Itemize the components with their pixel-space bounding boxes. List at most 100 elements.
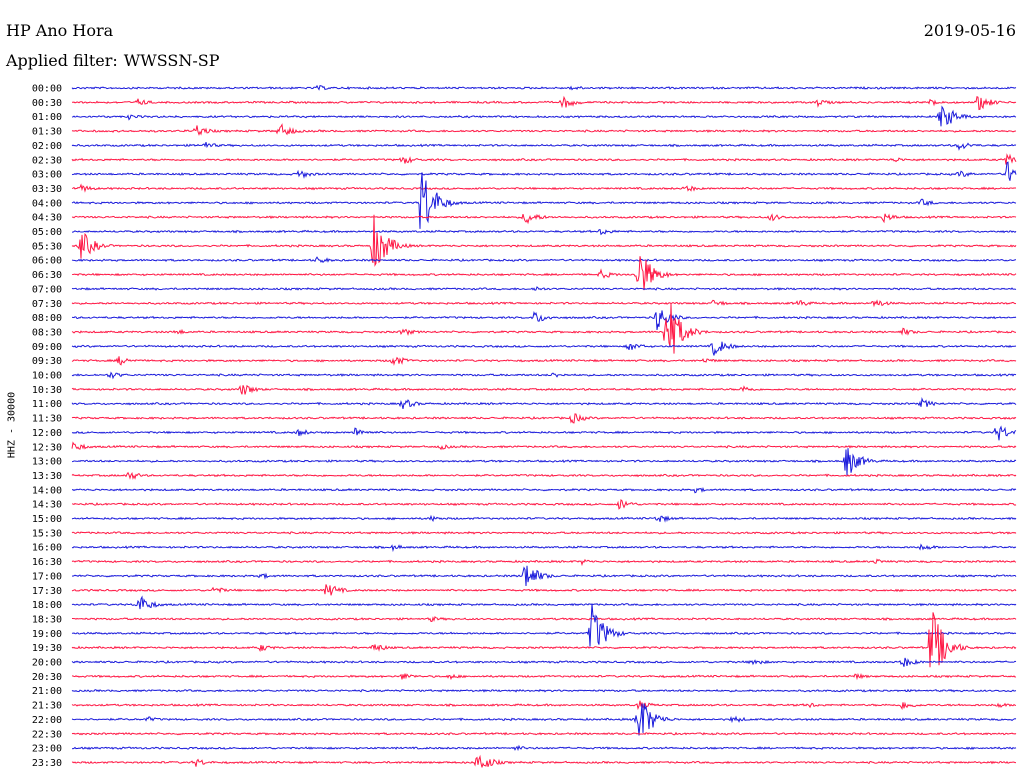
trace-line <box>71 384 1017 395</box>
trace-line <box>71 657 1017 667</box>
trace-line <box>71 153 1017 165</box>
trace-line <box>71 595 1017 610</box>
trace-line <box>71 530 1017 535</box>
trace-line <box>71 161 1017 181</box>
time-label: 11:30 <box>32 414 62 425</box>
trace-line <box>71 700 1017 711</box>
trace-line <box>71 612 1017 668</box>
time-label: 17:30 <box>32 586 62 597</box>
time-label: 17:00 <box>32 571 62 582</box>
time-label: 22:00 <box>32 715 62 726</box>
filter-label: Applied filter: <box>6 51 118 70</box>
trace-line <box>71 565 1017 587</box>
time-label: 21:00 <box>32 686 62 697</box>
time-label: 10:30 <box>32 385 62 396</box>
time-label: 02:30 <box>32 155 62 166</box>
trace-line <box>71 214 1017 267</box>
trace-line <box>71 229 1017 236</box>
time-label: 19:30 <box>32 643 62 654</box>
trace-line <box>71 123 1017 136</box>
trace-line <box>71 441 1017 451</box>
time-label: 10:00 <box>32 371 62 382</box>
time-label: 14:30 <box>32 500 62 511</box>
time-label: 19:00 <box>32 629 62 640</box>
time-label: 12:30 <box>32 442 62 453</box>
trace-line <box>71 299 1017 308</box>
time-label: 08:00 <box>32 313 62 324</box>
trace-line <box>71 95 1017 111</box>
trace-line <box>71 603 1017 647</box>
time-label: 06:00 <box>32 256 62 267</box>
filter-name: WWSSN-SP <box>123 51 220 70</box>
time-label: 07:00 <box>32 284 62 295</box>
time-label: 13:00 <box>32 457 62 468</box>
time-label: 01:00 <box>32 112 62 123</box>
trace-line <box>71 371 1017 380</box>
time-label: 09:30 <box>32 356 62 367</box>
time-label: 00:30 <box>32 98 62 109</box>
time-label: 13:30 <box>32 471 62 482</box>
time-label: 04:00 <box>32 198 62 209</box>
time-label: 11:00 <box>32 399 62 410</box>
trace-line <box>71 356 1017 366</box>
trace-layer <box>71 84 1017 768</box>
time-label: 04:30 <box>32 213 62 224</box>
trace-line <box>71 303 1017 354</box>
trace-line <box>71 84 1017 91</box>
trace-line <box>71 558 1017 567</box>
time-label: 07:30 <box>32 299 62 310</box>
time-label: 18:30 <box>32 614 62 625</box>
trace-line <box>71 514 1017 523</box>
trace-line <box>71 141 1017 151</box>
trace-line <box>71 744 1017 752</box>
trace-line <box>71 256 1017 263</box>
time-label: 23:30 <box>32 758 62 769</box>
time-label: 21:30 <box>32 701 62 712</box>
trace-line <box>71 213 1017 225</box>
trace-line <box>71 616 1017 622</box>
trace-line <box>71 543 1017 553</box>
time-label-layer: 00:00 00:30 01:00 01:30 02:00 02:30 03:00 03:30… <box>32 84 62 769</box>
time-label: 05:30 <box>32 241 62 252</box>
trace-line <box>71 286 1017 291</box>
time-label: 20:00 <box>32 658 62 669</box>
time-label: 00:00 <box>32 84 62 95</box>
time-label: 12:00 <box>32 428 62 439</box>
station-title: HP Ano Hora <box>6 21 114 40</box>
trace-line <box>71 688 1017 693</box>
trace-line <box>71 310 1017 331</box>
time-label: 05:00 <box>32 227 62 238</box>
time-label: 14:00 <box>32 485 62 496</box>
time-label: 16:30 <box>32 557 62 568</box>
trace-line <box>71 256 1017 291</box>
time-label: 22:30 <box>32 729 62 740</box>
time-label: 23:00 <box>32 744 62 755</box>
trace-line <box>71 413 1017 424</box>
trace-line <box>71 172 1017 229</box>
time-label: 01:30 <box>32 127 62 138</box>
trace-line <box>71 183 1017 193</box>
time-label: 03:00 <box>32 170 62 181</box>
time-label: 08:30 <box>32 327 62 338</box>
time-label: 02:00 <box>32 141 62 152</box>
time-label: 20:30 <box>32 672 62 683</box>
time-label: 15:30 <box>32 528 62 539</box>
trace-line <box>71 448 1017 476</box>
time-label: 16:00 <box>32 543 62 554</box>
time-label: 09:00 <box>32 342 62 353</box>
time-label: 15:00 <box>32 514 62 525</box>
time-label: 06:30 <box>32 270 62 281</box>
trace-line <box>71 754 1016 768</box>
trace-line <box>71 584 1017 596</box>
record-date: 2019-05-16 <box>923 21 1016 40</box>
trace-line <box>71 105 1017 127</box>
trace-line <box>71 425 1017 441</box>
trace-line <box>71 397 1017 409</box>
trace-line <box>71 498 1017 510</box>
trace-line <box>71 731 1017 736</box>
filter-line: Applied filter: WWSSN-SP <box>6 52 219 70</box>
trace-line <box>71 471 1017 480</box>
time-label: 03:30 <box>32 184 62 195</box>
trace-line <box>71 341 1017 356</box>
